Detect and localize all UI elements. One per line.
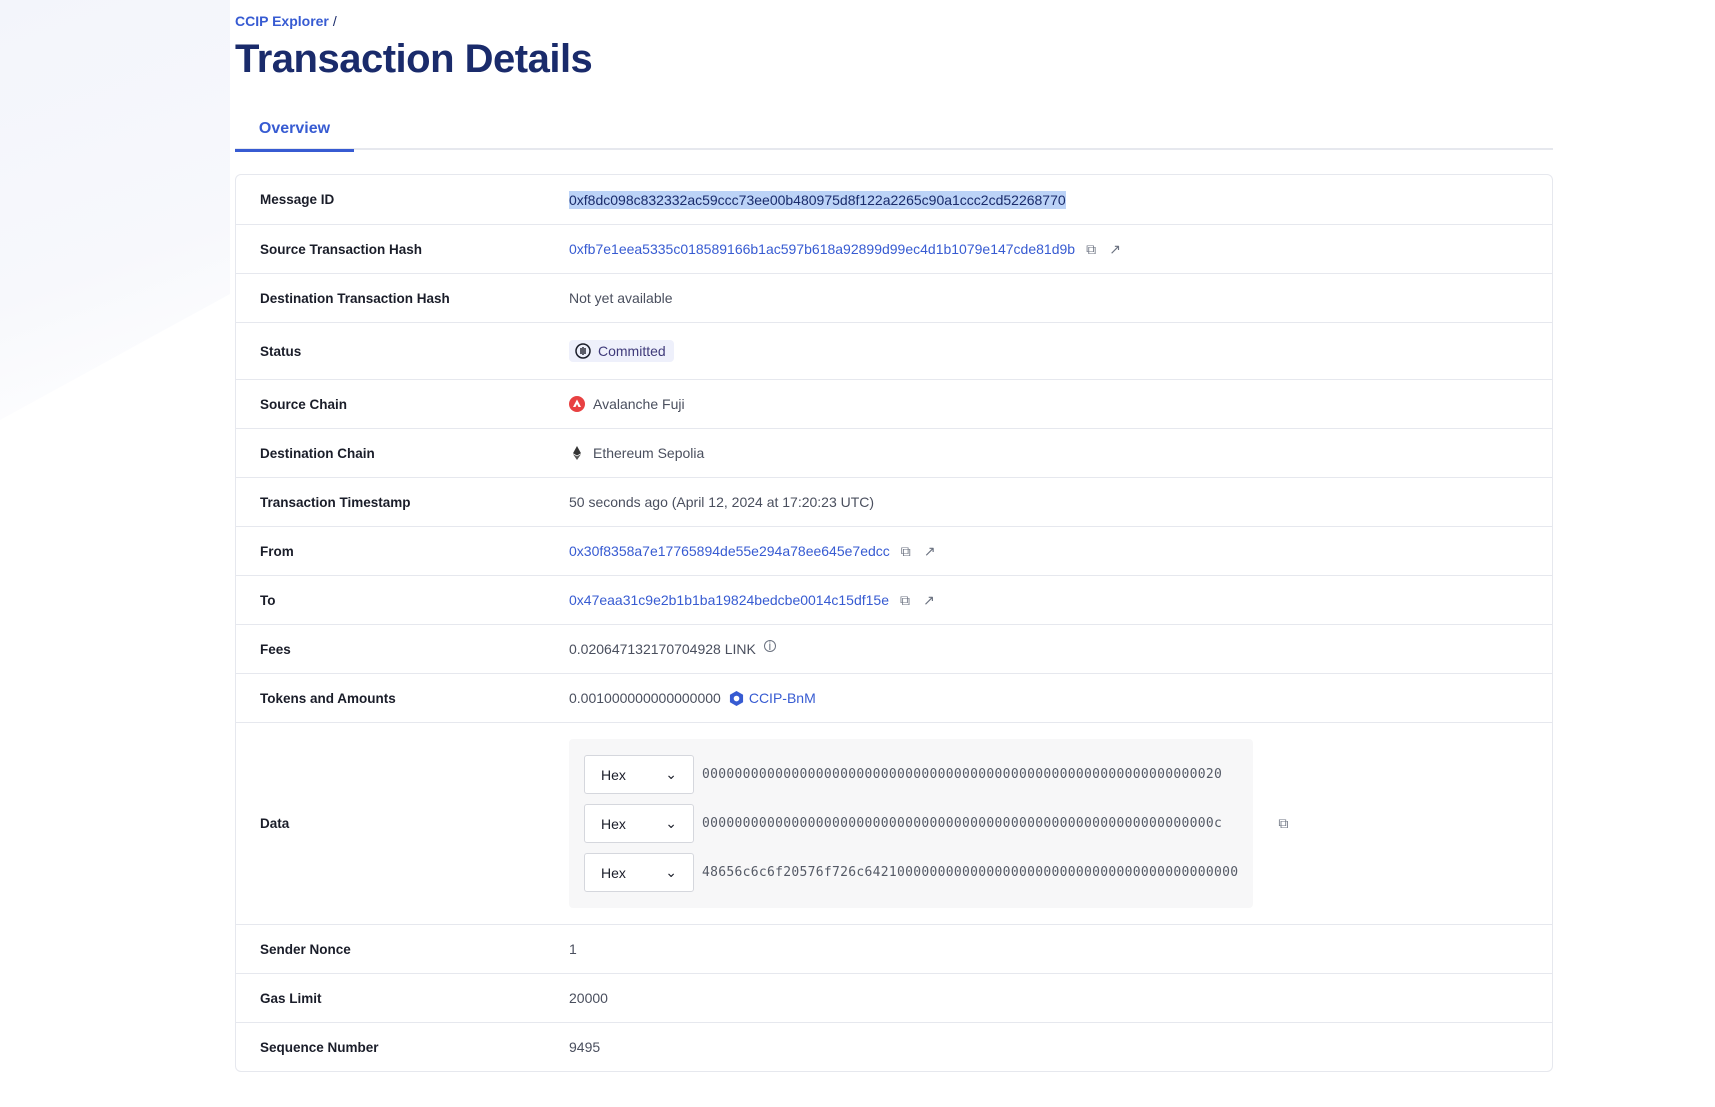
- format-select[interactable]: Hex ⌄: [584, 804, 694, 843]
- copy-icon[interactable]: ⧉: [900, 542, 911, 559]
- external-link-icon[interactable]: ↗: [923, 542, 936, 559]
- row-dest-tx: Destination Transaction Hash Not yet ava…: [236, 273, 1552, 322]
- label: Transaction Timestamp: [260, 494, 411, 510]
- row-gas-limit: Gas Limit 20000: [236, 973, 1552, 1022]
- label: Source Chain: [260, 396, 348, 412]
- label: Source Transaction Hash: [260, 241, 423, 257]
- label: Sequence Number: [260, 1039, 379, 1055]
- dest-tx-value: Not yet available: [569, 290, 673, 306]
- format-select[interactable]: Hex ⌄: [584, 755, 694, 794]
- label: Fees: [260, 641, 291, 657]
- details-table: Message ID 0xf8dc098c832332ac59ccc73ee00…: [235, 174, 1553, 1072]
- data-row: Hex ⌄ 00000000000000000000000000000000000…: [584, 804, 1238, 843]
- status-text: Committed: [598, 343, 666, 359]
- data-panel: Hex ⌄ 00000000000000000000000000000000000…: [569, 739, 1254, 908]
- row-fees: Fees 0.020647132170704928 LINK i: [236, 624, 1552, 673]
- label: Gas Limit: [260, 990, 322, 1006]
- row-nonce: Sender Nonce 1: [236, 924, 1552, 973]
- timestamp-value: 50 seconds ago (April 12, 2024 at 17:20:…: [569, 494, 875, 510]
- data-row: Hex ⌄ 00000000000000000000000000000000000…: [584, 755, 1238, 794]
- background-decoration: [0, 0, 230, 420]
- page-title: Transaction Details: [235, 37, 593, 81]
- message-id-value[interactable]: 0xf8dc098c832332ac59ccc73ee00b480975d8f1…: [569, 190, 1066, 209]
- row-source-tx: Source Transaction Hash 0xfb7e1eea5335c0…: [236, 224, 1552, 273]
- ccip-bnm-token-icon: [729, 690, 743, 706]
- chevron-down-icon: ⌄: [665, 766, 677, 782]
- dest-chain-value: Ethereum Sepolia: [593, 445, 705, 461]
- info-icon[interactable]: i: [763, 639, 776, 653]
- breadcrumb: CCIP Explorer /: [235, 13, 1553, 29]
- data-row: Hex ⌄ 48656c6c6f20576f726c642100000000000…: [584, 853, 1238, 892]
- row-timestamp: Transaction Timestamp 50 seconds ago (Ap…: [236, 477, 1552, 526]
- external-link-icon[interactable]: ↗: [1109, 240, 1121, 257]
- tab-overview[interactable]: Overview: [235, 120, 354, 152]
- status-badge: Committed: [569, 340, 674, 362]
- avalanche-icon: [569, 396, 585, 412]
- copy-icon[interactable]: ⧉: [1278, 815, 1289, 831]
- row-dest-chain: Destination Chain Ethereum Sepolia: [236, 428, 1552, 477]
- nonce-value: 1: [569, 941, 577, 957]
- label: Message ID: [260, 192, 335, 207]
- external-link-icon[interactable]: ↗: [923, 591, 935, 608]
- token-link[interactable]: CCIP-BnM: [748, 690, 816, 706]
- label: To: [260, 592, 276, 608]
- row-tokens: Tokens and Amounts 0.001000000000000000 …: [236, 673, 1552, 722]
- chevron-down-icon: ⌄: [665, 815, 677, 831]
- breadcrumb-separator: /: [332, 13, 337, 29]
- pause-circle-icon: [575, 343, 591, 359]
- label: Tokens and Amounts: [260, 690, 396, 706]
- data-value: 0000000000000000000000000000000000000000…: [702, 816, 1223, 831]
- data-value: 48656c6c6f20576f726c64210000000000000000…: [702, 865, 1239, 880]
- row-message-id: Message ID 0xf8dc098c832332ac59ccc73ee00…: [236, 175, 1552, 224]
- source-chain-value: Avalanche Fuji: [593, 396, 685, 412]
- page-content: CCIP Explorer / Transaction Details Overv…: [235, 0, 1553, 1072]
- label: Sender Nonce: [260, 941, 351, 957]
- fees-value: 0.020647132170704928 LINK: [569, 641, 756, 657]
- from-address-link[interactable]: 0x30f8358a7e17765894de55e294a78ee645e7ed…: [569, 543, 890, 559]
- row-data: Data Hex ⌄ 000000000000000000000000000000…: [236, 722, 1552, 924]
- sequence-value: 9495: [569, 1039, 601, 1055]
- source-tx-link[interactable]: 0xfb7e1eea5335c018589166b1ac597b618a9289…: [569, 241, 1076, 257]
- token-amount: 0.001000000000000000: [569, 690, 721, 706]
- copy-icon[interactable]: ⧉: [1086, 240, 1097, 257]
- format-select-value: Hex: [601, 864, 626, 881]
- ethereum-icon: [573, 446, 581, 460]
- data-value: 0000000000000000000000000000000000000000…: [702, 767, 1223, 782]
- row-sequence: Sequence Number 9495: [236, 1022, 1552, 1071]
- row-status: Status Committed: [236, 322, 1552, 379]
- format-select-value: Hex: [601, 766, 626, 783]
- gas-limit-value: 20000: [569, 990, 608, 1006]
- label: Data: [260, 816, 290, 831]
- breadcrumb-ccip-explorer[interactable]: CCIP Explorer: [235, 13, 329, 29]
- format-select[interactable]: Hex ⌄: [584, 853, 694, 892]
- copy-icon[interactable]: ⧉: [899, 591, 910, 608]
- label: From: [260, 543, 294, 559]
- row-source-chain: Source Chain Avalanche Fuji: [236, 379, 1552, 428]
- row-to: To 0x47eaa31c9e2b1b1ba19824bedcbe0014c15…: [236, 575, 1552, 624]
- label: Destination Transaction Hash: [260, 290, 450, 306]
- chevron-down-icon: ⌄: [665, 864, 677, 880]
- to-address-link[interactable]: 0x47eaa31c9e2b1b1ba19824bedcbe0014c15df1…: [569, 592, 889, 608]
- label: Destination Chain: [260, 445, 375, 461]
- label: Status: [260, 343, 302, 359]
- format-select-value: Hex: [601, 815, 626, 832]
- row-from: From 0x30f8358a7e17765894de55e294a78ee64…: [236, 526, 1552, 575]
- tab-bar: Overview: [235, 120, 1553, 152]
